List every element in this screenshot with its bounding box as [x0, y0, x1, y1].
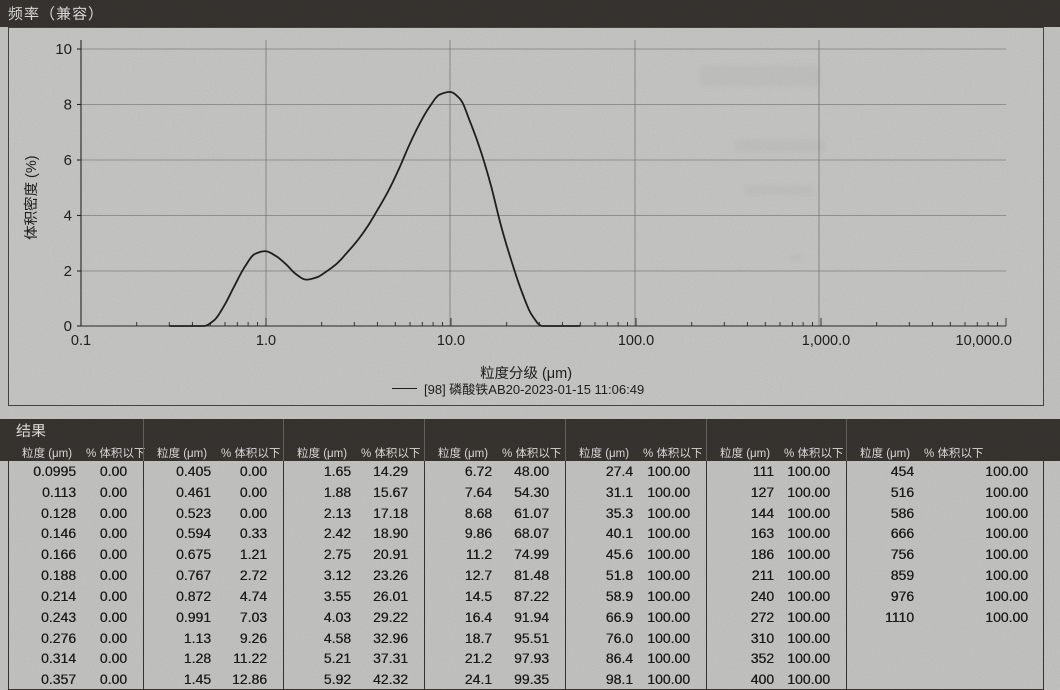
svg-text:8: 8 — [64, 97, 72, 114]
svg-text:0.1: 0.1 — [71, 333, 91, 349]
svg-text:10: 10 — [55, 41, 72, 58]
svg-text:1.0: 1.0 — [256, 333, 276, 349]
svg-text:2: 2 — [64, 263, 72, 280]
svg-text:4: 4 — [64, 208, 72, 225]
svg-text:6: 6 — [64, 152, 72, 169]
svg-text:10,000.0: 10,000.0 — [956, 333, 1012, 349]
svg-text:10.0: 10.0 — [437, 333, 465, 349]
svg-text:100.0: 100.0 — [618, 333, 654, 349]
svg-text:1,000.0: 1,000.0 — [802, 333, 850, 349]
